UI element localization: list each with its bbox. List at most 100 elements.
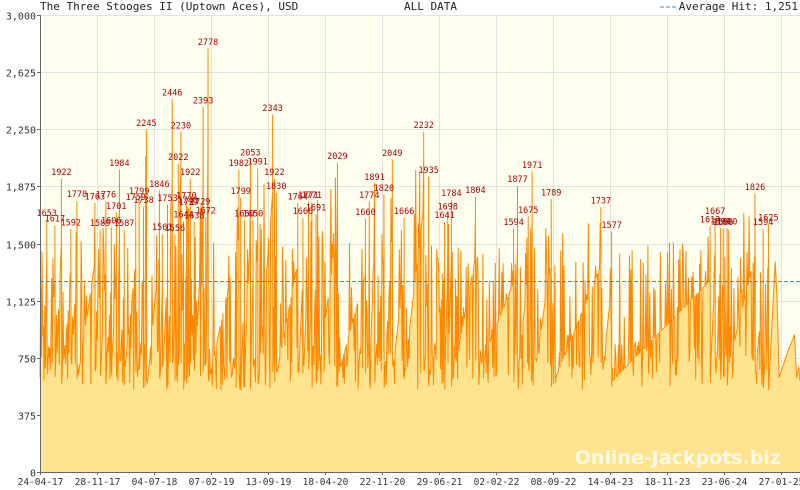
jackpot-line bbox=[39, 48, 800, 391]
peak-label: 2232 bbox=[413, 121, 433, 131]
peak-label: 1789 bbox=[541, 189, 561, 199]
peak-label: 2022 bbox=[168, 153, 188, 163]
peak-label: 2343 bbox=[262, 104, 282, 114]
peak-label: 1727 bbox=[178, 198, 198, 208]
peak-label: 2778 bbox=[198, 38, 218, 48]
peak-label: 2230 bbox=[171, 121, 191, 131]
peak-label: 1612 bbox=[700, 215, 720, 225]
y-tick-label: 2,625 bbox=[6, 69, 36, 80]
watermark: Online-Jackpots.biz bbox=[575, 447, 781, 469]
peak-label: 1556 bbox=[165, 224, 185, 234]
peak-label: 1666 bbox=[394, 207, 414, 217]
peak-label: 1737 bbox=[591, 196, 611, 206]
peak-label: 1672 bbox=[195, 206, 215, 216]
y-tick-label: 1,875 bbox=[6, 183, 36, 194]
average-legend-swatch bbox=[659, 6, 676, 8]
chart-title: The Three Stooges II (Uptown Aces), USD bbox=[40, 0, 299, 13]
peak-label: 1599 bbox=[710, 217, 730, 227]
peak-label: 1991 bbox=[247, 158, 267, 168]
peak-label: 1577 bbox=[601, 221, 621, 231]
peak-label: 1653 bbox=[37, 209, 57, 219]
x-tick-label: 29-06-21 bbox=[417, 477, 463, 488]
peak-label: 1660 bbox=[355, 208, 375, 218]
peak-label: 1922 bbox=[51, 168, 71, 178]
x-tick-label: 23-06-24 bbox=[702, 477, 748, 488]
peak-label: 1667 bbox=[705, 207, 725, 217]
peak-label: 1759 bbox=[125, 193, 145, 203]
peak-label: 2049 bbox=[382, 149, 402, 159]
peak-label: 1826 bbox=[745, 183, 765, 193]
peak-label: 1764 bbox=[287, 192, 307, 202]
peak-label: 1638 bbox=[184, 212, 204, 222]
y-tick-label: 2,250 bbox=[6, 126, 36, 137]
peak-label: 1771 bbox=[302, 191, 322, 201]
peak-label: 1594 bbox=[753, 218, 773, 228]
y-tick-label: 1,125 bbox=[6, 298, 36, 309]
peak-label: 1846 bbox=[149, 180, 169, 190]
x-tick-label: 14-04-23 bbox=[588, 477, 634, 488]
peak-label: 1774 bbox=[359, 191, 379, 201]
peak-label: 1799 bbox=[230, 187, 250, 197]
x-tick-label: 22-11-20 bbox=[360, 477, 406, 488]
peak-label: 1691 bbox=[306, 203, 326, 213]
data-range-label: ALL DATA bbox=[404, 0, 457, 13]
x-tick-label: 28-11-17 bbox=[75, 477, 121, 488]
peak-label: 1701 bbox=[106, 202, 126, 212]
x-tick-label: 07-02-19 bbox=[189, 477, 235, 488]
peak-label: 1784 bbox=[441, 189, 461, 199]
peak-label: 1625 bbox=[758, 214, 778, 224]
peak-label: 1740 bbox=[177, 196, 197, 206]
peak-label: 1804 bbox=[465, 186, 485, 196]
peak-label: 1799 bbox=[129, 187, 149, 197]
peak-label: 1594 bbox=[503, 218, 523, 228]
peak-label: 1891 bbox=[364, 173, 384, 183]
peak-label: 1650 bbox=[243, 210, 263, 220]
peak-label: 1830 bbox=[266, 182, 286, 192]
x-tick-label: 13-09-19 bbox=[246, 477, 292, 488]
peak-label: 1675 bbox=[518, 206, 538, 216]
x-tick-label: 18-04-20 bbox=[303, 477, 349, 488]
peak-label: 1922 bbox=[180, 168, 200, 178]
peak-label: 1644 bbox=[173, 211, 193, 221]
peak-label: 1877 bbox=[507, 175, 527, 185]
x-tick-label: 08-09-22 bbox=[531, 477, 577, 488]
peak-label: 1935 bbox=[418, 166, 438, 176]
y-tick-label: 375 bbox=[18, 412, 36, 423]
peak-label: 2029 bbox=[327, 152, 347, 162]
peak-label: 1592 bbox=[61, 219, 81, 229]
peak-label: 2393 bbox=[193, 97, 213, 107]
peak-label: 1820 bbox=[374, 184, 394, 194]
y-axis-ticks: 0 375 750 1,125 1,500 1,875 2,250 2,625 3,000 bbox=[6, 12, 40, 480]
peak-label: 1650 bbox=[234, 210, 254, 220]
peak-label: 1641 bbox=[434, 211, 454, 221]
peak-label: 2446 bbox=[162, 88, 182, 98]
y-tick-label: 750 bbox=[18, 355, 36, 366]
peak-label: 2053 bbox=[240, 148, 260, 158]
average-legend: Average Hit: 1,251 bbox=[659, 0, 798, 14]
peak-label: 1589 bbox=[90, 219, 110, 229]
peak-label: 1587 bbox=[114, 219, 134, 229]
y-tick-label: 0 bbox=[30, 469, 36, 480]
peak-label: 1753 bbox=[157, 194, 177, 204]
peak-label: 1600 bbox=[717, 217, 737, 227]
x-tick-label: 24-04-17 bbox=[18, 477, 64, 488]
peak-label: 1778 bbox=[67, 190, 87, 200]
peak-label: 1561 bbox=[152, 223, 172, 233]
peak-label: 1971 bbox=[522, 161, 542, 171]
peak-label: 1982 bbox=[229, 159, 249, 169]
peak-label: 1763 bbox=[85, 192, 105, 202]
peak-label: 2245 bbox=[136, 119, 156, 129]
y-tick-label: 1,500 bbox=[6, 241, 36, 252]
peak-label: 1738 bbox=[133, 196, 153, 206]
peak-label: 1617 bbox=[45, 215, 65, 225]
x-tick-label: 02-02-22 bbox=[474, 477, 520, 488]
peak-label: 1776 bbox=[96, 191, 116, 201]
peak-label: 1596 bbox=[713, 218, 733, 228]
y-tick-label: 3,000 bbox=[6, 12, 36, 23]
jackpot-area bbox=[40, 48, 800, 473]
peak-label: 1666 bbox=[293, 207, 313, 217]
peak-label: 1922 bbox=[264, 168, 284, 178]
average-legend-label: Average Hit: 1,251 bbox=[678, 0, 798, 13]
